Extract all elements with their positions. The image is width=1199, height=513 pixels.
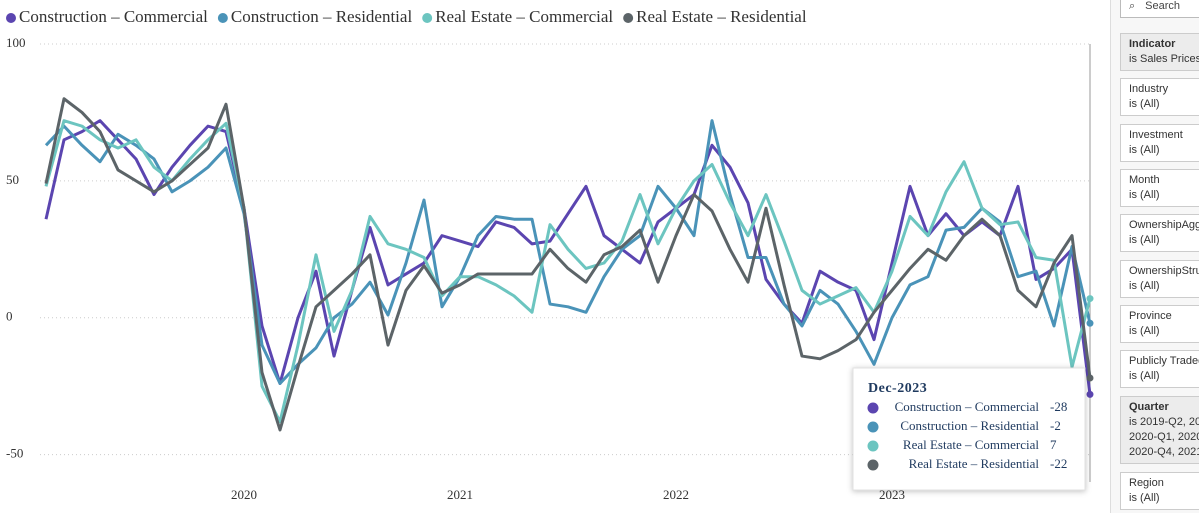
filter-card[interactable]: Investment is (All) (1120, 124, 1199, 162)
filter-value: is (All) (1129, 492, 1160, 504)
filter-value: is (All) (1129, 325, 1160, 337)
filter-card[interactable]: OwnershipAgg is (All) (1120, 214, 1199, 252)
filter-card[interactable]: OwnershipStru is (All) (1120, 260, 1199, 298)
tooltip-value: -22 (1050, 456, 1067, 471)
filter-card[interactable]: Industry is (All) (1120, 78, 1199, 116)
x-tick-label: 2020 (231, 487, 257, 502)
hover-dot (1086, 319, 1094, 327)
legend-marker (217, 13, 228, 23)
tooltip-value: -2 (1050, 418, 1061, 433)
series-line (44, 119, 1092, 385)
filter-card[interactable]: Publicly Traded is (All) (1120, 350, 1199, 388)
tooltip-marker (867, 440, 879, 452)
filter-card[interactable]: Quarter is 2019-Q2, 20 2020-Q1, 2020 2020-Q… (1120, 396, 1199, 464)
filter-title: Month (1129, 174, 1160, 186)
search-box[interactable]: ⌕ Search (1120, 0, 1199, 18)
filter-value: is 2019-Q2, 20 (1129, 416, 1199, 428)
legend-label: Construction – Residential (231, 7, 413, 26)
filter-value: is (All) (1129, 280, 1160, 292)
filter-title: Province (1129, 310, 1172, 322)
tooltip-marker (867, 459, 879, 471)
tooltip-label: Real Estate – Residential (909, 456, 1040, 471)
filter-value: is (All) (1129, 370, 1160, 382)
filter-pane: ⌕ Search Indicator is Sales Prices Industry… (1110, 0, 1199, 513)
series-line (44, 119, 1092, 424)
tooltip-box (852, 367, 1086, 491)
legend-marker (422, 13, 433, 23)
filter-title: Region (1129, 477, 1164, 489)
hover-dot (1086, 374, 1094, 382)
legend-label: Real Estate – Residential (636, 7, 807, 26)
filter-card[interactable]: Indicator is Sales Prices (1120, 33, 1199, 71)
filter-value: is (All) (1129, 144, 1160, 156)
filter-title: OwnershipAgg (1129, 219, 1199, 231)
tooltip-label: Construction – Residential (900, 418, 1039, 433)
hover-dot (1086, 295, 1094, 303)
hover-dot (1086, 390, 1094, 398)
filter-title: Quarter (1129, 401, 1169, 413)
legend-marker (6, 13, 16, 23)
tooltip-title: Dec-2023 (868, 381, 927, 396)
y-tick-label: -50 (6, 446, 23, 461)
series-line (44, 97, 1092, 432)
tooltip-value: -28 (1050, 399, 1067, 414)
filter-card[interactable]: Region is (All) (1120, 472, 1199, 510)
filter-title: Indicator (1129, 38, 1176, 50)
tooltip-label: Construction – Commercial (895, 399, 1040, 414)
y-tick-label: 0 (6, 309, 13, 324)
legend-label: Real Estate – Commercial (435, 7, 613, 26)
y-tick-label: 100 (6, 35, 26, 50)
legend-marker (623, 13, 634, 23)
filter-title: Investment (1129, 129, 1183, 141)
filter-title: Industry (1129, 83, 1169, 95)
filter-value: is Sales Prices (1129, 53, 1199, 65)
filter-value: 2020-Q4, 2021 (1129, 446, 1199, 458)
filter-title: Publicly Traded (1129, 355, 1199, 367)
filter-card[interactable]: Month is (All) (1120, 169, 1199, 207)
filter-title: OwnershipStru (1129, 265, 1199, 277)
filter-value: is (All) (1129, 98, 1160, 110)
x-tick-label: 2023 (879, 487, 905, 502)
tooltip-label: Real Estate – Commercial (903, 437, 1039, 452)
y-tick-label: 50 (6, 172, 19, 187)
filter-value: is (All) (1129, 234, 1160, 246)
x-tick-label: 2021 (447, 487, 473, 502)
x-tick-label: 2022 (663, 487, 689, 502)
tooltip-value: 7 (1050, 437, 1057, 452)
chart: -50 0 50 100 2020 2021 2022 2023 Construction –… (6, 7, 1094, 502)
series-line (44, 119, 1092, 395)
filter-card[interactable]: Province is (All) (1120, 305, 1199, 343)
filter-value: 2020-Q1, 2020 (1129, 431, 1199, 443)
tooltip-marker (867, 421, 879, 433)
legend-label: Construction – Commercial (19, 7, 208, 26)
filter-value: is (All) (1129, 189, 1160, 201)
tooltip-marker (867, 402, 879, 414)
search-label: Search (1145, 0, 1181, 12)
